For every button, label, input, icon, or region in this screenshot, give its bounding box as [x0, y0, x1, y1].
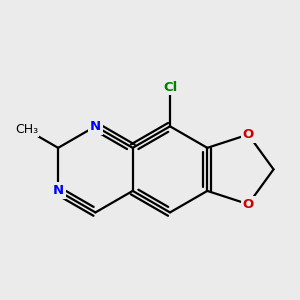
Text: CH₃: CH₃	[15, 123, 38, 136]
Text: Cl: Cl	[163, 81, 177, 94]
Text: O: O	[243, 198, 254, 211]
Text: N: N	[90, 120, 101, 133]
Text: N: N	[52, 184, 64, 197]
Text: O: O	[243, 128, 254, 141]
